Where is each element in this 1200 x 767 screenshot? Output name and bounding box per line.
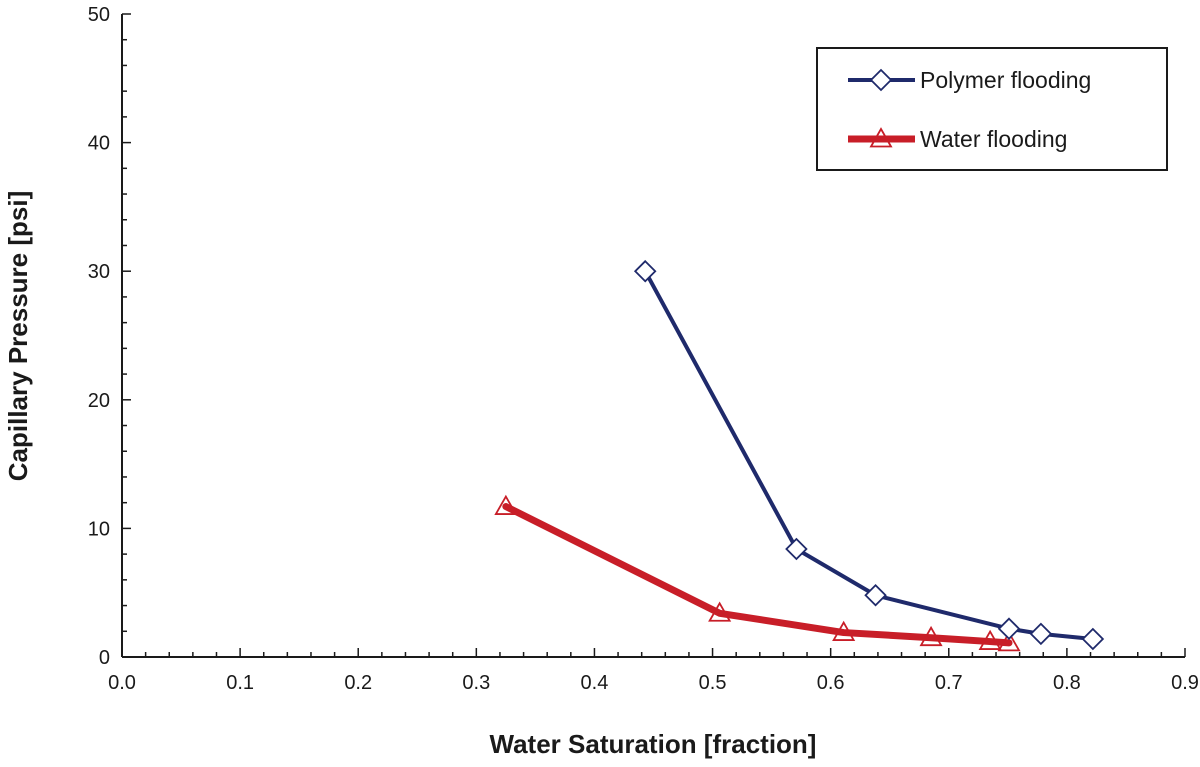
y-axis-title: Capillary Pressure [psi]: [3, 191, 33, 481]
x-tick-label: 0.5: [699, 672, 727, 694]
series-layer: [494, 259, 1105, 652]
series-polymer-flooding: [633, 259, 1105, 651]
axes: 0 10 20 30 40 50 0.0 0.1 0.2 0.3 0.4 0.5 0.6 0.7 0.8 0.…: [88, 4, 1199, 694]
legend-label: Water flooding: [920, 126, 1067, 152]
y-tick-label: 20: [88, 390, 110, 412]
legend-box: [816, 47, 1168, 171]
data-point-diamond: [785, 537, 808, 561]
x-tick-label: 0.7: [935, 672, 963, 694]
y-tick-label: 40: [88, 133, 110, 155]
data-point-triangle: [869, 127, 893, 148]
y-tick-label: 10: [88, 518, 110, 540]
x-tick-label: 0.1: [226, 672, 254, 694]
data-point-triangle: [832, 620, 856, 641]
x-axis-title: Water Saturation [fraction]: [490, 729, 817, 759]
data-point-diamond: [1081, 627, 1105, 651]
data-point-diamond: [869, 68, 893, 92]
data-point-triangle: [997, 631, 1021, 652]
data-point-diamond: [997, 617, 1021, 640]
legend-label: Polymer flooding: [920, 67, 1091, 93]
y-tick-label: 0: [99, 647, 110, 669]
series-water-flooding: [494, 494, 1021, 652]
x-tick-label: 0.2: [344, 672, 372, 694]
series-line: [643, 269, 1095, 641]
data-point-diamond: [633, 259, 657, 283]
x-tick-label: 0.6: [817, 672, 845, 694]
y-tick-label: 30: [88, 261, 110, 283]
x-tick-label: 0.8: [1053, 672, 1081, 694]
data-point-diamond: [1029, 622, 1053, 646]
x-tick-label: 0.9: [1171, 672, 1199, 694]
x-tick-label: 0.4: [581, 672, 609, 694]
data-point-diamond: [864, 583, 887, 607]
data-point-triangle: [919, 625, 943, 647]
y-tick-label: 50: [88, 4, 110, 26]
data-point-triangle: [708, 601, 732, 622]
data-point-triangle: [494, 494, 518, 515]
legend: Polymer flooding Water flooding: [816, 47, 1168, 171]
series-line: [502, 503, 1013, 647]
x-tick-label: 0.0: [108, 672, 136, 694]
x-tick-label: 0.3: [462, 672, 490, 694]
data-point-triangle: [978, 629, 1002, 650]
